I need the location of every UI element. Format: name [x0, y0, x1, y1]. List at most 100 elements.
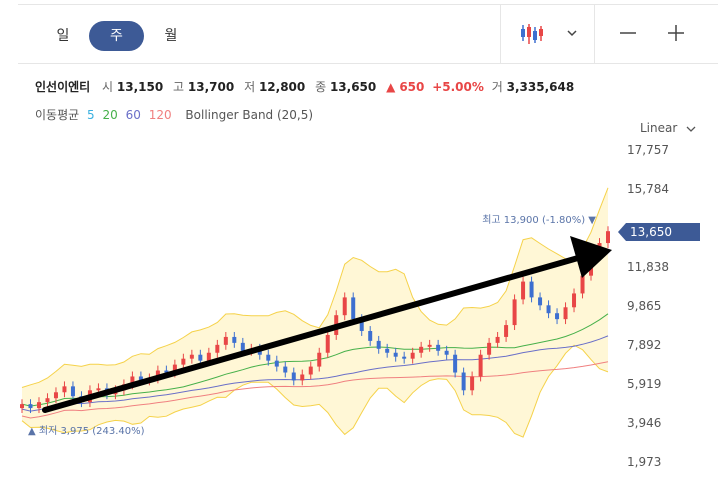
y-tick-label: 11,838	[627, 260, 669, 274]
candle-body	[130, 376, 135, 385]
ma-120-line	[21, 361, 609, 419]
candle-body	[563, 307, 568, 320]
candle-body	[521, 281, 526, 300]
low-label: 저	[244, 80, 256, 94]
low-value: 12,800	[258, 80, 306, 94]
bollinger-label[interactable]: Bollinger Band (20,5)	[185, 108, 314, 122]
ma-120[interactable]: 120	[148, 108, 172, 122]
volume-value: 3,335,648	[506, 80, 575, 94]
candle-body	[512, 299, 517, 326]
stock-name: 인선이엔티	[35, 80, 91, 94]
candle-body	[495, 336, 500, 343]
trend-arrow-head	[570, 236, 612, 278]
candle-body	[155, 370, 160, 379]
candle-body	[436, 344, 441, 351]
candle-body	[181, 358, 186, 365]
candlestick-icon[interactable]	[520, 23, 546, 45]
candle-body	[53, 392, 58, 399]
scale-selector[interactable]: Linear	[640, 121, 697, 135]
candle-body	[368, 331, 373, 341]
tab-day[interactable]: 일	[56, 28, 70, 44]
candle-body	[223, 336, 228, 345]
candle-body	[444, 350, 449, 355]
ma-5[interactable]: 5	[87, 108, 95, 122]
y-tick-label: 7,892	[627, 338, 661, 352]
candle-body	[342, 297, 347, 316]
candle-body	[606, 231, 610, 244]
candle-body	[385, 348, 390, 353]
candle-body	[529, 281, 534, 298]
chevron-down-icon[interactable]	[565, 25, 579, 39]
candle-body	[325, 334, 330, 353]
trend-arrow-line	[42, 255, 581, 413]
high-value: 13,700	[187, 80, 235, 94]
candle-body	[198, 354, 203, 361]
candle-body	[308, 366, 313, 375]
candle-body	[317, 352, 322, 367]
high-label: 고	[173, 80, 185, 94]
candle-body	[36, 402, 41, 409]
candle-body	[70, 386, 75, 397]
y-tick-label: 17,757	[627, 143, 669, 157]
close-value: 13,650	[329, 80, 377, 94]
close-label: 종	[315, 80, 327, 94]
candle-body	[232, 336, 237, 343]
ma-20-line	[21, 313, 609, 407]
candle-body	[393, 352, 398, 357]
candle-body	[138, 376, 143, 381]
candle-body	[45, 398, 50, 403]
candle-body	[172, 364, 177, 373]
ma-60[interactable]: 60	[125, 108, 141, 122]
scale-label: Linear	[640, 121, 678, 135]
candle-body	[410, 352, 415, 359]
current-price-label: 13,650	[630, 225, 672, 239]
y-tick-label: 9,865	[627, 299, 661, 313]
toolbar-divider	[594, 5, 595, 63]
high-annotation: 최고 13,900 (-1.80%) ▼	[482, 214, 596, 226]
candle-body	[62, 386, 67, 393]
candle-body	[215, 344, 220, 353]
change-arrow-icon: ▲	[386, 80, 396, 94]
candle-body	[359, 319, 364, 332]
candle-body	[504, 325, 509, 337]
candle-body	[274, 360, 279, 367]
low-annotation: ▲ 최저 3,975 (243.40%)	[28, 425, 145, 437]
ma-20[interactable]: 20	[102, 108, 118, 122]
candle-body	[555, 313, 560, 320]
indicator-legend: 이동평균 5 20 60 120 Bollinger Band (20,5)	[35, 106, 317, 123]
open-label: 시	[102, 80, 114, 94]
candle-body	[20, 404, 24, 409]
stock-summary: 인선이엔티 시 13,150 고 13,700 저 12,800 종 13,65…	[35, 78, 580, 95]
candle-body	[206, 352, 211, 361]
period-toolbar: 일 주 월	[18, 4, 718, 64]
candle-body	[461, 372, 466, 391]
candle-body	[266, 354, 271, 361]
current-price-tag	[618, 223, 700, 241]
ma-label[interactable]: 이동평균	[35, 108, 80, 122]
candle-body	[351, 297, 356, 320]
volume-label: 거	[491, 80, 503, 94]
candle-body	[478, 354, 483, 377]
candle-body	[291, 372, 296, 381]
candle-body	[453, 354, 458, 373]
open-value: 13,150	[116, 80, 164, 94]
candle-body	[376, 340, 381, 349]
candle-body	[283, 366, 288, 373]
plus-icon[interactable]	[666, 23, 686, 43]
candle-body	[189, 354, 194, 359]
toolbar-divider	[500, 5, 501, 63]
candle-body	[572, 293, 577, 308]
y-tick-label: 3,946	[627, 416, 661, 430]
minus-icon[interactable]	[618, 25, 638, 41]
tab-week[interactable]: 주	[89, 21, 144, 51]
candle-body	[546, 305, 551, 314]
change-percent: +5.00%	[432, 80, 484, 94]
y-tick-label: 1,973	[627, 455, 661, 469]
candle-body	[487, 342, 492, 355]
tab-month[interactable]: 월	[164, 28, 178, 44]
candle-body	[28, 404, 33, 409]
candle-body	[402, 356, 407, 359]
y-tick-label: 5,919	[627, 377, 661, 391]
candle-body	[470, 376, 475, 391]
